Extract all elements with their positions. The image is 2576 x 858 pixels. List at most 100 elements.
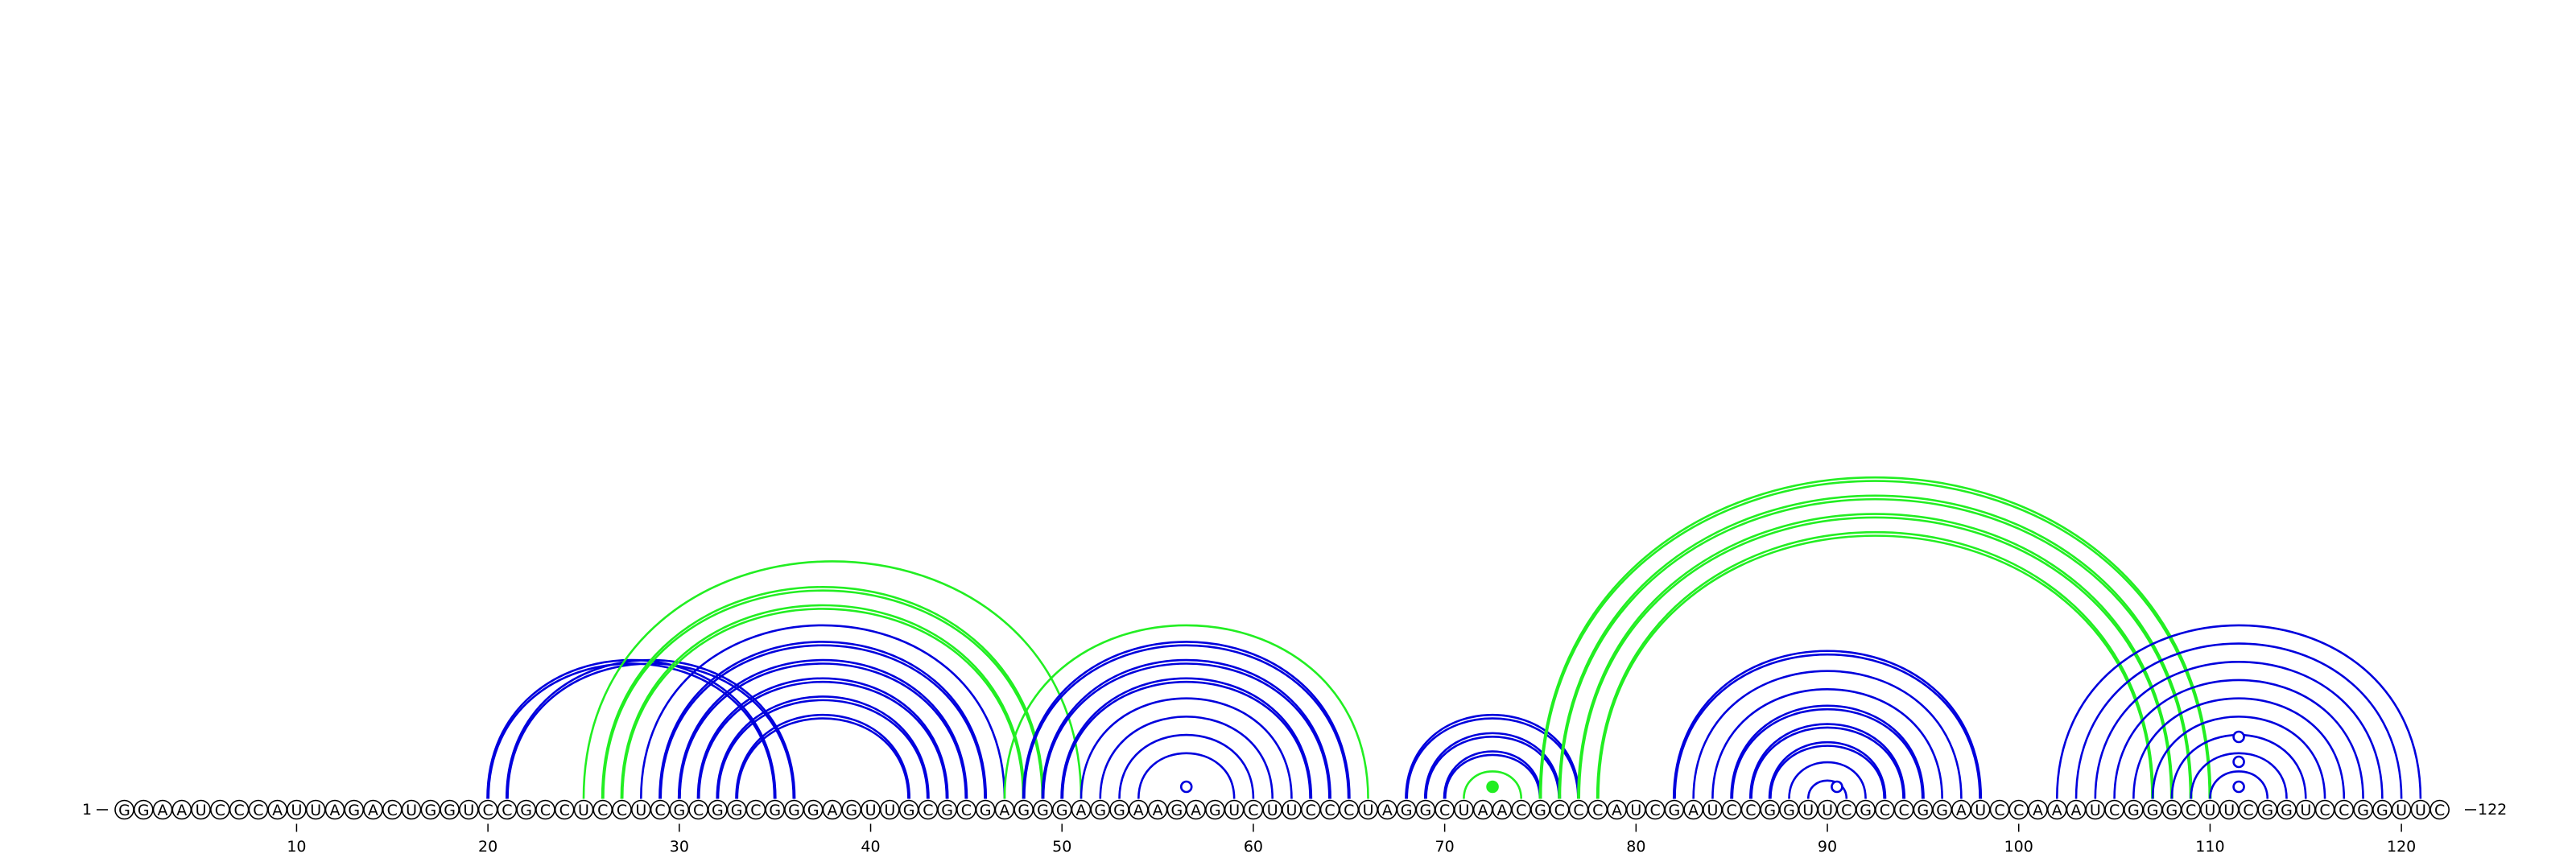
pair-arc-75-110 — [1538, 476, 2212, 799]
nucleotide-letter: G — [2281, 802, 2293, 819]
nucleotide-letter: C — [559, 802, 570, 819]
nucleotide-letter: G — [769, 802, 781, 819]
nucleotide-60: C — [1243, 799, 1264, 820]
pair-arc-82-98 — [1672, 650, 1983, 799]
end-label: 122 — [2478, 801, 2507, 819]
tick-label-40: 40 — [861, 838, 880, 856]
nucleotide-letter: C — [1898, 802, 1909, 819]
nucleotide-23: C — [535, 799, 555, 820]
nucleotide-39: G — [841, 799, 862, 820]
pair-arc-49-64 — [1041, 658, 1331, 799]
nucleotide-34: C — [745, 799, 766, 820]
nucleotide-70: C — [1435, 799, 1455, 820]
nucleotide-46: G — [975, 799, 996, 820]
nucleotide-38: A — [822, 799, 843, 820]
nucleotide-13: G — [344, 799, 365, 820]
nucleotide-letter: U — [1228, 802, 1240, 819]
nucleotide-letter: A — [1956, 802, 1967, 819]
nucleotide-letter: A — [176, 802, 187, 819]
nucleotide-15: C — [382, 799, 402, 820]
pair-arc-26-49 — [601, 586, 1045, 799]
pair-arc-109-114 — [2190, 752, 2288, 799]
tick-label-110: 110 — [2195, 838, 2224, 856]
nucleotide-letter: C — [923, 802, 933, 819]
nucleotide-letter: C — [1554, 802, 1565, 819]
nucleotide-letter: C — [540, 802, 551, 819]
nucleotide-57: A — [1186, 799, 1206, 820]
nucleotide-letter: A — [1133, 802, 1144, 819]
nucleotide-letter: C — [253, 802, 263, 819]
nucleotide-99: C — [1989, 799, 2010, 820]
nucleotide-108: G — [2161, 799, 2182, 820]
loop-marker-3 — [2232, 780, 2245, 794]
tick-label-120: 120 — [2387, 838, 2416, 856]
pair-arc-68-77 — [1406, 717, 1579, 799]
nucleotide-41: U — [880, 799, 900, 820]
nucleotide-letter: U — [2090, 802, 2101, 819]
pair-arc-69-76 — [1425, 735, 1560, 799]
pair-arc-75-110 — [1539, 480, 2211, 799]
nucleotide-letter: C — [617, 802, 627, 819]
nucleotide-79: A — [1607, 799, 1627, 820]
nucleotide-letter: G — [1669, 802, 1681, 819]
tick-label-30: 30 — [670, 838, 689, 856]
nucleotide-letter: A — [827, 802, 837, 819]
pair-arc-107-116 — [2151, 716, 2326, 799]
nucleotide-66: U — [1358, 799, 1378, 820]
nucleotide-84: U — [1703, 799, 1723, 820]
pair-arc-29-46 — [658, 641, 988, 799]
pair-arc-70-75 — [1443, 750, 1542, 799]
nucleotide-98: U — [1970, 799, 1991, 820]
nucleotide-letter: C — [233, 802, 244, 819]
nucleotide-letter: U — [1822, 802, 1833, 819]
nucleotide-56: G — [1166, 799, 1187, 820]
nucleotide-letter: G — [118, 802, 130, 819]
nucleotide-letter: U — [1975, 802, 1986, 819]
nucleotide-letter: C — [2434, 802, 2445, 819]
nucleotide-letter: A — [1076, 802, 1087, 819]
nucleotide-letter: U — [1630, 802, 1641, 819]
nucleotide-letter: A — [272, 802, 283, 819]
nucleotide-letter: U — [865, 802, 877, 819]
nucleotide-letter: G — [1918, 802, 1930, 819]
nucleotide-6: C — [210, 799, 230, 820]
nucleotide-91: C — [1836, 799, 1857, 820]
nucleotide-58: G — [1205, 799, 1225, 820]
pair-arc-52-61 — [1099, 716, 1274, 799]
nucleotide-letter: A — [1478, 802, 1488, 819]
nucleotide-letter: A — [2071, 802, 2082, 819]
nucleotide-97: A — [1951, 799, 1971, 820]
nucleotide-24: C — [554, 799, 575, 820]
nucleotide-121: U — [2410, 799, 2431, 820]
nucleotide-letter: G — [712, 802, 724, 819]
nucleotide-16: U — [401, 799, 422, 820]
nucleotide-letter: U — [463, 802, 474, 819]
nucleotide-letter: G — [1056, 802, 1068, 819]
nucleotide-letter: A — [368, 802, 378, 819]
nucleotide-35: G — [765, 799, 785, 820]
tick-label-50: 50 — [1052, 838, 1071, 856]
pair-arc-89-91 — [1806, 779, 1848, 799]
pair-arc-32-43 — [716, 695, 930, 799]
nucleotide-letter: C — [2186, 802, 2196, 819]
nucleotide-63: C — [1300, 799, 1321, 820]
nucleotide-50: G — [1051, 799, 1072, 820]
nucleotide-40: U — [861, 799, 881, 820]
nucleotide-32: G — [708, 799, 728, 820]
nucleotide-letter: G — [424, 802, 436, 819]
nucleotide-103: A — [2066, 799, 2087, 820]
nucleotide-letter: G — [444, 802, 456, 819]
nucleotide-letter: C — [1306, 802, 1316, 819]
nucleotide-letter: G — [903, 802, 915, 819]
nucleotide-letter: G — [673, 802, 685, 819]
tick-label-20: 20 — [478, 838, 497, 856]
nucleotide-51: A — [1071, 799, 1092, 820]
nucleotide-letter: G — [138, 802, 150, 819]
nucleotide-120: U — [2391, 799, 2412, 820]
pair-arc-30-45 — [679, 662, 968, 799]
nucleotide-104: U — [2085, 799, 2106, 820]
nucleotide-letter: C — [1324, 802, 1335, 819]
nucleotide-18: G — [440, 799, 460, 820]
nucleotide-64: C — [1319, 799, 1340, 820]
nucleotide-29: C — [650, 799, 671, 820]
